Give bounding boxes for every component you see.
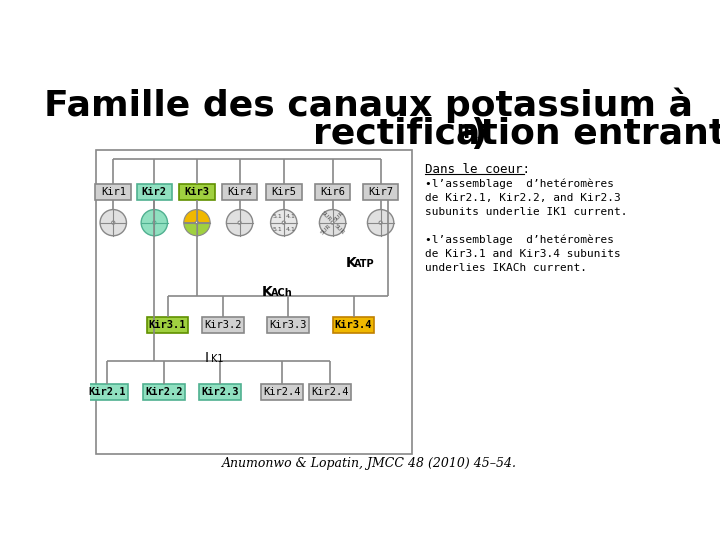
Text: Kir2: Kir2: [142, 187, 167, 197]
Circle shape: [331, 221, 334, 224]
Text: SUR: SUR: [320, 223, 332, 235]
Text: SUR: SUR: [320, 210, 332, 222]
FancyBboxPatch shape: [179, 184, 215, 200]
FancyBboxPatch shape: [137, 184, 172, 200]
Text: Kir4: Kir4: [227, 187, 252, 197]
FancyBboxPatch shape: [222, 184, 258, 200]
Circle shape: [195, 221, 199, 224]
FancyBboxPatch shape: [202, 318, 244, 333]
FancyBboxPatch shape: [86, 384, 128, 400]
FancyBboxPatch shape: [310, 384, 351, 400]
Circle shape: [282, 221, 285, 224]
Text: •l’assemblage  d’hetéromères
de Kir3.1 and Kir3.4 subunits
underlies IKACh curre: •l’assemblage d’hetéromères de Kir3.1 an…: [425, 234, 621, 273]
Wedge shape: [184, 210, 197, 222]
Text: I: I: [204, 351, 209, 365]
Circle shape: [100, 210, 127, 236]
Circle shape: [271, 210, 297, 236]
FancyBboxPatch shape: [199, 384, 241, 400]
FancyBboxPatch shape: [147, 318, 189, 333]
Text: Kir3.4: Kir3.4: [335, 320, 372, 330]
Text: Famille des canaux potassium à: Famille des canaux potassium à: [45, 88, 693, 124]
Circle shape: [141, 210, 168, 236]
FancyBboxPatch shape: [96, 150, 413, 454]
FancyBboxPatch shape: [266, 184, 302, 200]
Text: IR: IR: [456, 123, 478, 143]
Text: Kir3: Kir3: [184, 187, 210, 197]
FancyBboxPatch shape: [315, 184, 351, 200]
Text: Kir7: Kir7: [368, 187, 393, 197]
Circle shape: [238, 221, 241, 224]
Text: SUR: SUR: [333, 210, 346, 222]
Text: 5.1: 5.1: [272, 214, 282, 219]
Text: Kir2.4: Kir2.4: [264, 387, 301, 397]
Text: Kir3.1: Kir3.1: [149, 320, 186, 330]
FancyBboxPatch shape: [261, 384, 303, 400]
Text: 4.1: 4.1: [285, 214, 295, 219]
Circle shape: [320, 210, 346, 236]
Text: ): ): [469, 117, 486, 151]
Text: 5.1: 5.1: [272, 227, 282, 232]
Wedge shape: [184, 222, 197, 236]
FancyBboxPatch shape: [333, 318, 374, 333]
Text: Kir3.2: Kir3.2: [204, 320, 242, 330]
Text: Kir5: Kir5: [271, 187, 296, 197]
Circle shape: [153, 221, 156, 224]
Circle shape: [226, 210, 253, 236]
Text: 4.1: 4.1: [285, 227, 295, 232]
Circle shape: [367, 210, 394, 236]
Text: Kir2.3: Kir2.3: [202, 387, 239, 397]
Text: Kir2.2: Kir2.2: [145, 387, 182, 397]
FancyBboxPatch shape: [96, 184, 131, 200]
Text: Kir2.1: Kir2.1: [89, 387, 126, 397]
Text: •l’assemblage  d’hetéromères
de Kir2.1, Kir2.2, and Kir2.3
subunits underlie IK1: •l’assemblage d’hetéromères de Kir2.1, K…: [425, 179, 627, 217]
Text: ATP: ATP: [354, 259, 374, 269]
Wedge shape: [197, 210, 210, 222]
Text: K: K: [262, 285, 273, 299]
Text: rectification entrante (K: rectification entrante (K: [313, 117, 720, 151]
Circle shape: [112, 221, 114, 224]
Text: K: K: [346, 256, 356, 270]
Text: Kir6: Kir6: [320, 187, 345, 197]
Circle shape: [379, 221, 382, 224]
FancyBboxPatch shape: [363, 184, 398, 200]
Text: Anumonwo & Lopatin, JMCC 48 (2010) 45–54.: Anumonwo & Lopatin, JMCC 48 (2010) 45–54…: [222, 457, 516, 470]
Text: Kir3.3: Kir3.3: [269, 320, 307, 330]
Text: K1: K1: [211, 354, 223, 364]
Wedge shape: [197, 222, 210, 236]
Text: Kir2.4: Kir2.4: [312, 387, 349, 397]
Text: SUR: SUR: [333, 223, 346, 235]
FancyBboxPatch shape: [143, 384, 184, 400]
Text: ACh: ACh: [271, 288, 292, 298]
FancyBboxPatch shape: [266, 318, 309, 333]
Text: Dans le coeur:: Dans le coeur:: [425, 164, 530, 177]
Text: Kir1: Kir1: [101, 187, 126, 197]
